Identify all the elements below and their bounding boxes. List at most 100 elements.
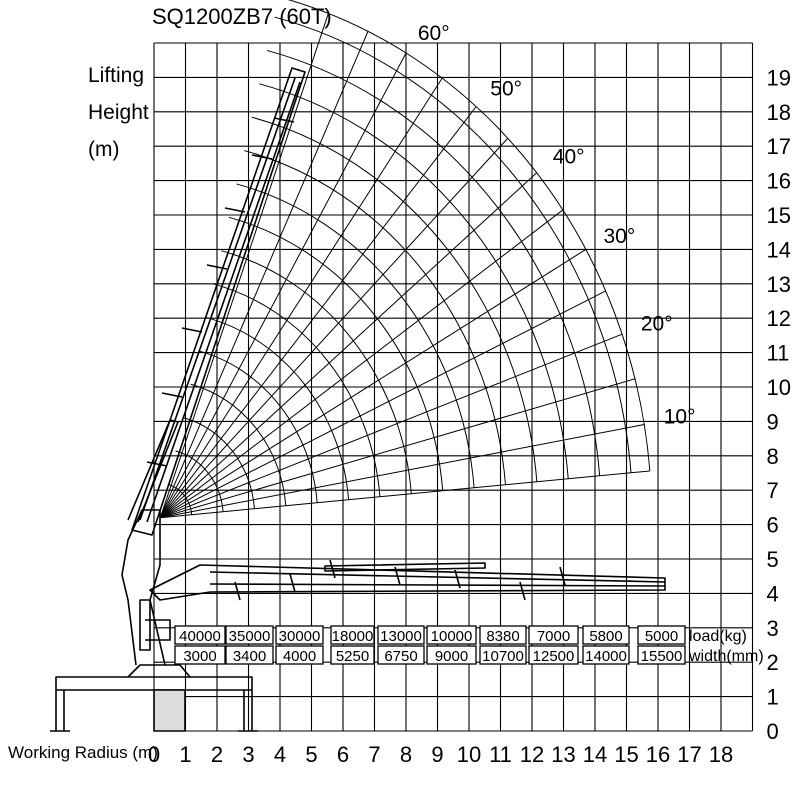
raised-boom-section-joint xyxy=(251,154,273,160)
radius-arc xyxy=(190,383,287,506)
y-tick-label: 7 xyxy=(767,478,779,503)
table-cell xyxy=(479,645,527,665)
table-cell xyxy=(426,645,477,665)
lowered-boom-joint xyxy=(234,581,241,601)
y-tick-label: 11 xyxy=(767,341,790,366)
radius-arc xyxy=(243,150,506,485)
angle-label: 50° xyxy=(490,77,522,100)
y-tick-label: 16 xyxy=(767,169,791,194)
y-tick-label: 1 xyxy=(767,685,779,710)
x-tick-label: 18 xyxy=(709,742,733,767)
angle-ray xyxy=(159,31,369,518)
angle-ray xyxy=(159,52,407,518)
angle-ray xyxy=(159,77,443,518)
radius-arc xyxy=(205,316,350,500)
angle-ray xyxy=(159,137,509,519)
angle-ray xyxy=(160,470,650,519)
x-tick-label: 9 xyxy=(431,742,443,767)
table-row-label: width(mm) xyxy=(688,648,764,665)
table-cell xyxy=(637,645,686,665)
y-tick-label: 0 xyxy=(767,719,779,744)
x-tick-label: 15 xyxy=(614,742,638,767)
y-tick-label: 18 xyxy=(767,100,791,125)
base-block xyxy=(153,689,186,732)
load-value: 5800 xyxy=(589,628,622,645)
x-tick-label: 2 xyxy=(211,742,223,767)
width-value: 3000 xyxy=(183,648,216,665)
table-cell xyxy=(225,645,274,665)
radius-arc xyxy=(228,216,444,491)
raised-boom-section-joint xyxy=(181,327,203,333)
width-value: 4000 xyxy=(283,648,316,665)
y-axis-label-line-2: Height xyxy=(88,101,149,124)
raised-boom-inner xyxy=(139,77,301,523)
raised-boom-section-joint xyxy=(146,461,168,467)
radius-arc xyxy=(236,183,475,488)
turret-plate xyxy=(127,664,191,678)
lowered-boom-joint xyxy=(454,569,461,589)
y-axis-label-line-3: (m) xyxy=(88,138,119,161)
load-value: 8380 xyxy=(486,628,519,645)
y-tick-label: 10 xyxy=(767,375,791,400)
load-table: 40000 35000 30000 18000 13000 10000 8380 7000 58… xyxy=(174,625,764,665)
y-tick-label: 3 xyxy=(767,616,779,641)
width-value: 12500 xyxy=(533,648,575,665)
right-outrigger-leg xyxy=(238,690,258,732)
angle-ray xyxy=(160,290,606,519)
radius-arc xyxy=(266,49,601,476)
y-tick-label: 14 xyxy=(767,237,791,262)
raised-boom-section-joint xyxy=(161,392,183,398)
table-cell xyxy=(275,645,324,665)
y-tick-label: 19 xyxy=(767,65,791,90)
width-value: 14000 xyxy=(585,648,627,665)
table-cell xyxy=(330,645,375,665)
lowered-boom-hose xyxy=(324,562,486,572)
y-axis-label-line-1: Lifting xyxy=(88,64,144,87)
y-tick-label: 6 xyxy=(767,513,779,538)
lowered-boom-inner xyxy=(209,571,666,587)
load-value: 40000 xyxy=(179,628,221,645)
x-tick-label: 3 xyxy=(242,742,254,767)
angle-ray xyxy=(159,13,329,518)
radius-arc xyxy=(213,283,381,497)
raised-boom-outer xyxy=(131,67,306,536)
radius-arc xyxy=(198,350,318,503)
table-cell xyxy=(426,625,477,645)
width-value: 9000 xyxy=(435,648,468,665)
radius-arc xyxy=(274,16,632,473)
x-tick-label: 5 xyxy=(305,742,317,767)
raised-boom-cylinder xyxy=(127,419,179,523)
angle-ray xyxy=(160,333,623,519)
table-cell xyxy=(225,625,274,645)
radius-arc xyxy=(251,116,538,482)
angle-ray xyxy=(159,106,477,519)
angle-label: 60° xyxy=(418,22,450,45)
width-value: 10700 xyxy=(482,648,524,665)
radius-arc xyxy=(221,250,412,494)
x-tick-label: 11 xyxy=(489,742,512,767)
x-tick-label: 16 xyxy=(646,742,670,767)
load-value: 30000 xyxy=(279,628,321,645)
y-tick-label: 8 xyxy=(767,444,779,469)
x-tick-label: 13 xyxy=(551,742,575,767)
y-tick-label: 5 xyxy=(767,547,779,572)
raised-boom-section-joint xyxy=(206,264,228,270)
table-cell xyxy=(479,625,527,645)
table-cell xyxy=(377,645,425,665)
x-tick-label: 14 xyxy=(583,742,607,767)
load-value: 18000 xyxy=(332,628,374,645)
radius-arcs xyxy=(167,0,651,515)
chart-title: SQ1200ZB7 (60T) xyxy=(152,4,332,29)
column-detail xyxy=(139,599,171,651)
y-tick-label: 15 xyxy=(767,203,791,228)
width-value: 6750 xyxy=(384,648,417,665)
angle-label: 20° xyxy=(641,312,673,335)
table-cell xyxy=(330,625,375,645)
x-tick-label: 4 xyxy=(274,742,286,767)
angle-ray xyxy=(159,209,564,519)
angle-label: 40° xyxy=(553,146,585,169)
angle-ray xyxy=(160,248,587,519)
table-cell xyxy=(528,645,579,665)
table-cell xyxy=(582,645,630,665)
